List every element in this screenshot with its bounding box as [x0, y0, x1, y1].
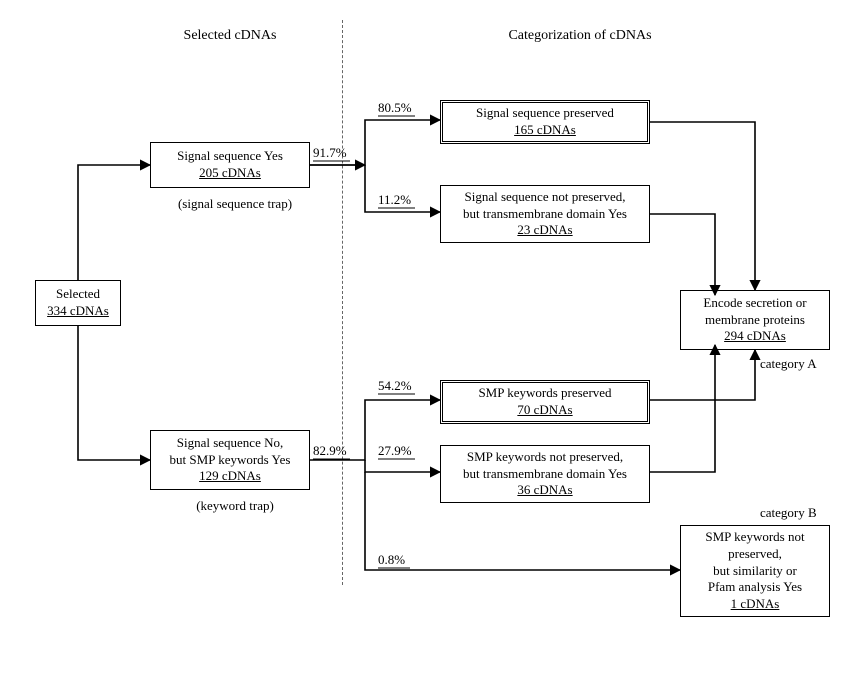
edges-svg — [0, 0, 860, 680]
